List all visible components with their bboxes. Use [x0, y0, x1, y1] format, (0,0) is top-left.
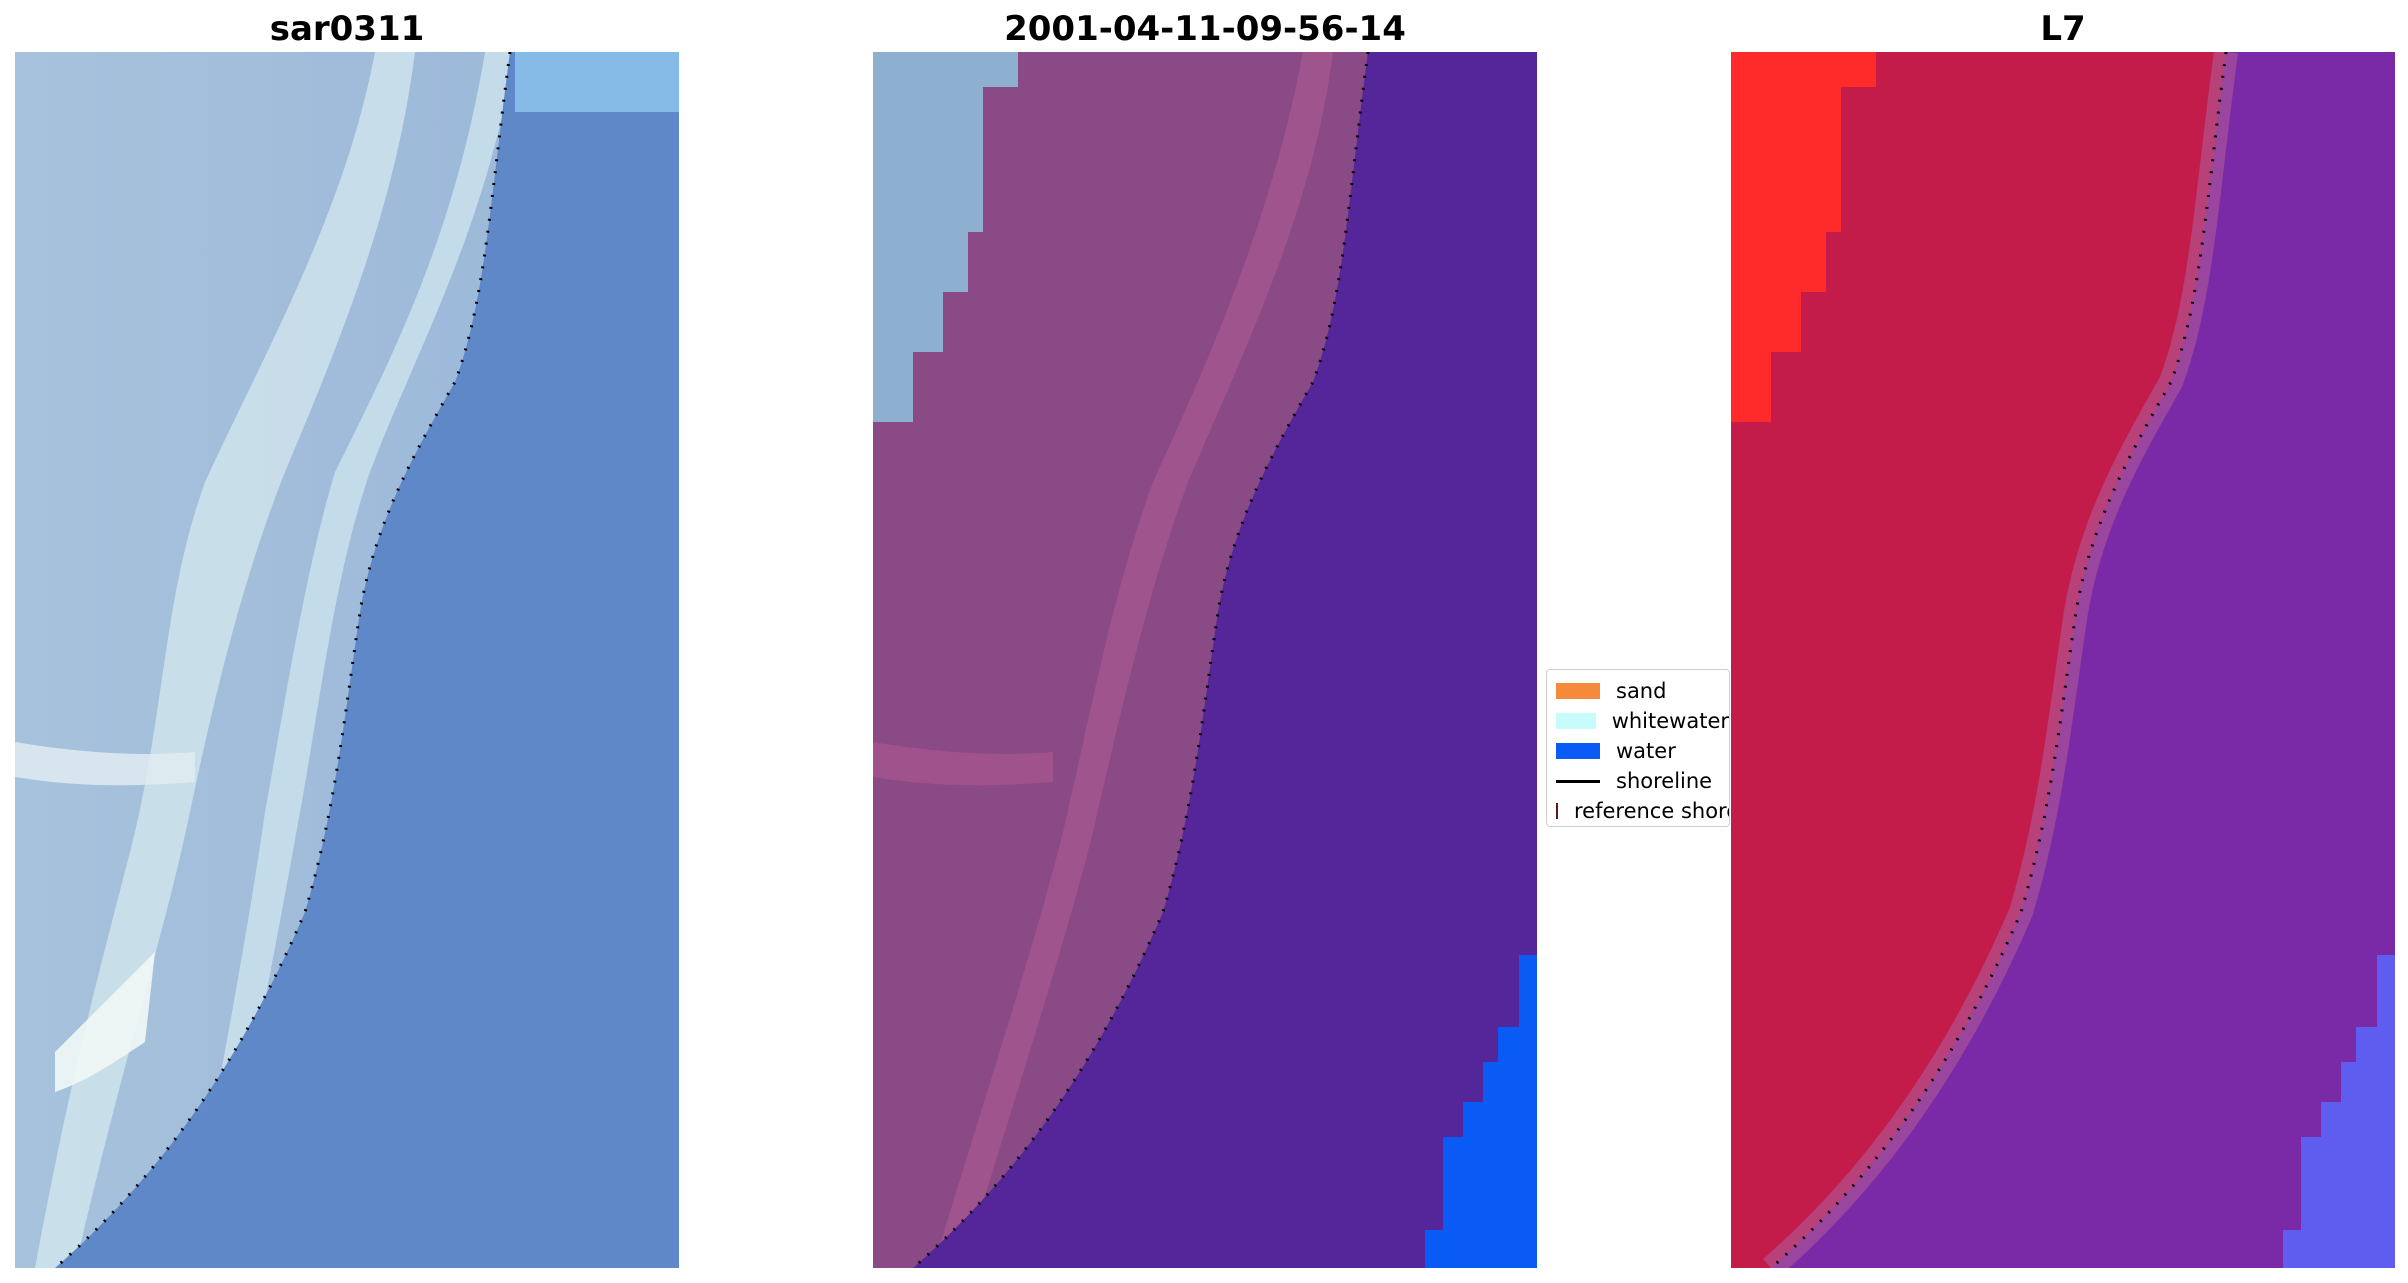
- legend-item-water: water: [1547, 736, 1729, 766]
- panel-title-classified: 2001-04-11-09-56-14: [1004, 9, 1406, 49]
- index-image-panel: [1731, 52, 2395, 1268]
- bright-water-corner: [515, 52, 679, 112]
- shoreline-swatch: [1556, 779, 1600, 783]
- water-area: [1771, 52, 2395, 1268]
- index-image: [1731, 52, 2395, 1268]
- legend-item-shoreline: shoreline: [1547, 766, 1729, 796]
- classified-image-panel: [873, 52, 1537, 1268]
- legend: sand whitewater water shoreline referenc…: [1546, 669, 1730, 827]
- legend-label: shoreline: [1616, 769, 1713, 793]
- surf-band: [15, 742, 195, 786]
- whitewater-swatch: [1556, 713, 1596, 729]
- whitewater-area: [873, 52, 1018, 422]
- water-blue-area: [2283, 955, 2395, 1268]
- panel-title-index: L7: [2040, 9, 2086, 49]
- surf-band: [35, 52, 415, 1268]
- water-area: [55, 52, 679, 1268]
- legend-label: water: [1616, 739, 1676, 763]
- legend-item-sand: sand: [1547, 676, 1729, 706]
- surf-band: [933, 52, 1333, 1268]
- legend-item-reference-shoreline: reference shoreline: [1547, 796, 1729, 826]
- water-swatch: [1556, 743, 1600, 759]
- water-area: [913, 52, 1537, 1268]
- legend-label: whitewater: [1611, 709, 1729, 733]
- rgb-image-panel: [15, 52, 679, 1268]
- surf-band: [873, 742, 1053, 786]
- bright-red-area: [1731, 52, 1876, 422]
- water-blue-area: [1425, 955, 1537, 1268]
- surf-band: [55, 952, 155, 1092]
- transition-band: [1763, 52, 2238, 1268]
- classified-image: [873, 52, 1537, 1268]
- panel-title-rgb: sar0311: [269, 9, 425, 49]
- legend-label: sand: [1616, 679, 1667, 703]
- legend-item-whitewater: whitewater: [1547, 706, 1729, 736]
- legend-label: reference shoreline: [1574, 799, 1729, 823]
- sand-swatch: [1556, 683, 1600, 699]
- surf-band: [185, 52, 515, 1268]
- rgb-image: [15, 52, 679, 1268]
- reference-shoreline-swatch: [1556, 803, 1558, 819]
